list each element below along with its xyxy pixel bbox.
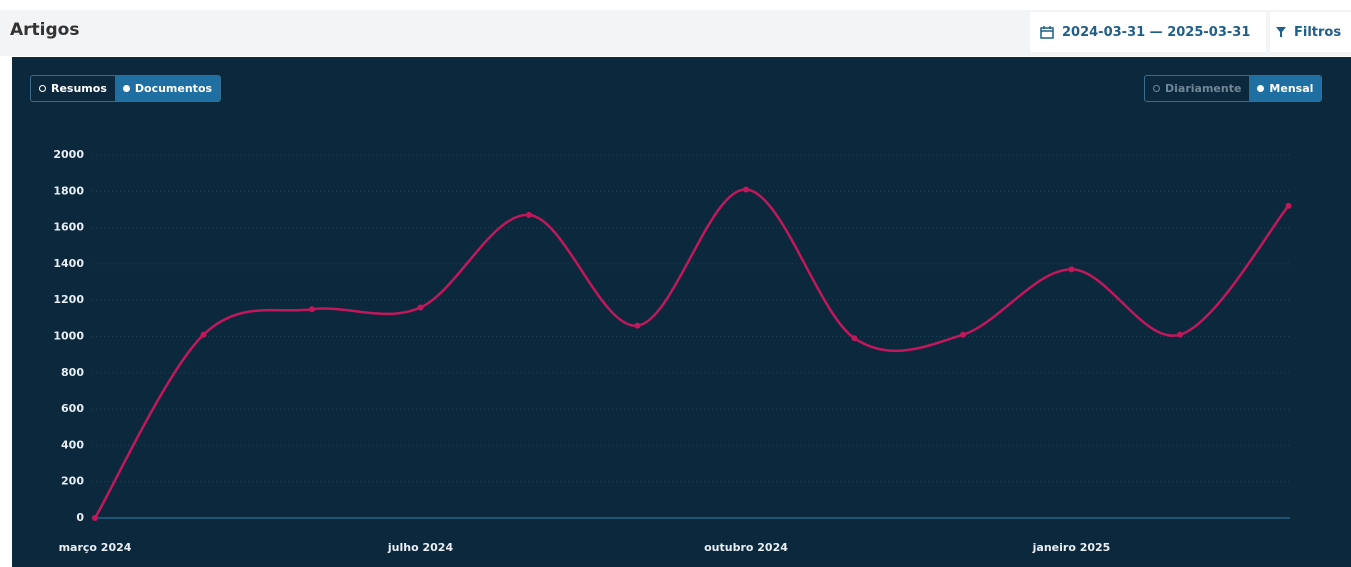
header: Artigos 2024-03-31 — 2025-03-31 Filtros — [0, 10, 1351, 56]
data-point — [309, 306, 315, 313]
data-point — [851, 335, 858, 342]
filter-icon — [1276, 27, 1286, 37]
data-point — [634, 322, 641, 329]
calendar-icon — [1040, 26, 1054, 39]
toggle-label: Mensal — [1269, 82, 1314, 95]
chart-panel — [12, 57, 1351, 567]
page-title: Artigos — [10, 20, 80, 40]
date-range-text: 2024-03-31 — 2025-03-31 — [1062, 24, 1251, 40]
y-tick-label: 0 — [76, 511, 84, 524]
x-tick-label: outubro 2024 — [704, 541, 788, 554]
toggle-label: Diariamente — [1165, 82, 1242, 95]
filter-text: Filtros — [1294, 24, 1342, 40]
data-point — [1068, 266, 1075, 273]
data-point — [743, 186, 749, 193]
y-tick-label: 2000 — [53, 148, 84, 161]
y-tick-label: 1000 — [53, 330, 84, 343]
toggle-option[interactable]: Resumos — [31, 76, 115, 101]
data-point — [960, 331, 966, 338]
x-tick-label: março 2024 — [59, 541, 132, 554]
y-tick-label: 400 — [61, 438, 84, 451]
y-tick-label: 200 — [61, 475, 84, 488]
toggle-option[interactable]: Mensal — [1249, 76, 1322, 101]
data-point — [417, 304, 424, 311]
data-line — [93, 188, 1290, 519]
data-point — [526, 211, 532, 218]
y-tick-label: 1800 — [53, 184, 84, 197]
toggle-option[interactable]: Documentos — [114, 76, 221, 101]
data-point — [1285, 202, 1292, 209]
interval-toggle: Diariamente Mensal — [1144, 75, 1323, 102]
data-point — [200, 331, 207, 338]
y-tick-label: 1600 — [53, 221, 84, 234]
x-tick-label: janeiro 2025 — [1032, 541, 1111, 554]
toggle-label: Documentos — [134, 82, 213, 95]
mode-toggle: Resumos Documentos — [30, 75, 222, 102]
filter-button[interactable]: Filtros — [1270, 12, 1351, 52]
date-range-button[interactable]: 2024-03-31 — 2025-03-31 — [1030, 12, 1266, 52]
data-point — [92, 515, 98, 521]
x-tick-label: julho 2024 — [387, 541, 454, 554]
toggle-option[interactable]: Diariamente — [1145, 76, 1249, 101]
toggle-label: Resumos — [51, 82, 107, 95]
y-tick-label: 1400 — [53, 257, 84, 270]
y-tick-label: 600 — [61, 402, 84, 415]
data-point — [1177, 331, 1183, 338]
y-tick-label: 1200 — [53, 293, 84, 306]
y-tick-label: 800 — [61, 366, 84, 379]
